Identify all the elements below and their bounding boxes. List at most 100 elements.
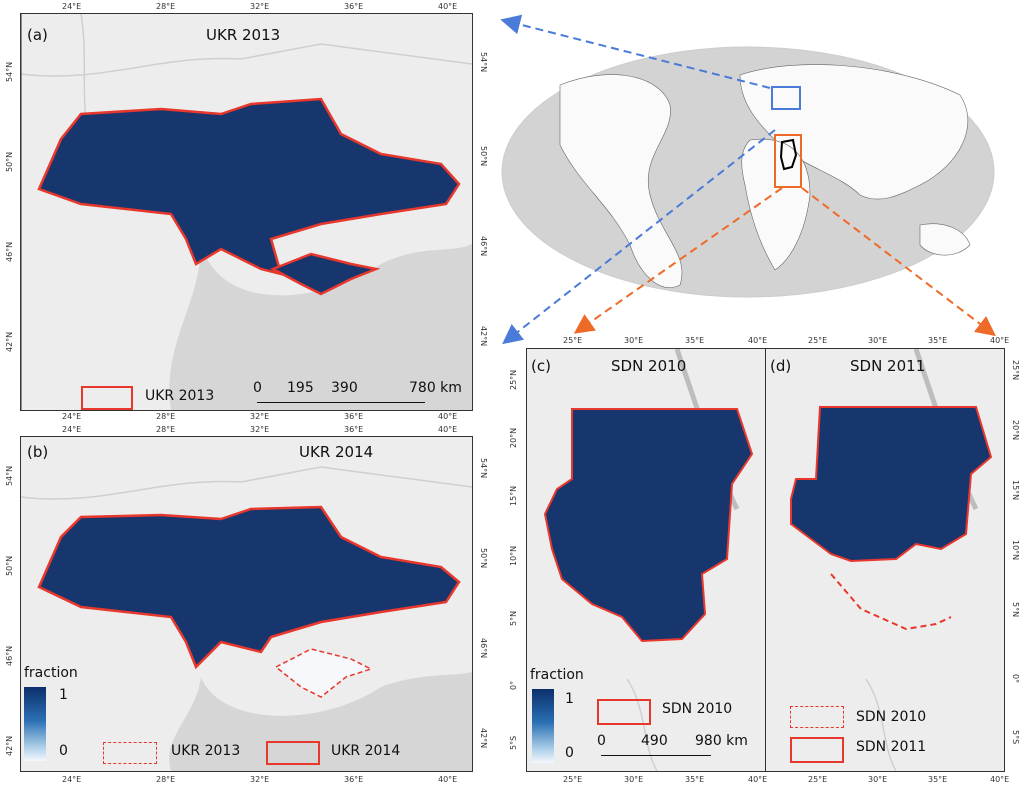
a-lat-42-right: 42°N — [479, 326, 488, 347]
legend-swatch-dashed-b — [103, 742, 157, 764]
b-lon-40-bottom: 40°E — [438, 775, 458, 784]
fraction-min-b: 0 — [59, 743, 68, 759]
d-lat-5s: 5°S — [1011, 730, 1020, 745]
a-lat-50: 50°N — [5, 151, 14, 172]
c-lat-25: 25°N — [509, 369, 518, 390]
colorbar-b — [24, 687, 46, 761]
scale-c-0: 0 — [597, 733, 606, 749]
b-lon-28: 28°E — [156, 425, 176, 434]
d-lat-0: 0° — [1011, 674, 1020, 684]
scale-0: 0 — [253, 380, 262, 396]
b-lon-32-bottom: 32°E — [250, 775, 270, 784]
b-lat-42: 42°N — [5, 735, 14, 756]
b-lat-46-right: 46°N — [479, 638, 488, 659]
a-lon-28: 28°E — [156, 2, 176, 11]
legend-swatch-sdn2010-c — [597, 699, 651, 725]
d-lon-25-bottom: 25°E — [808, 775, 828, 784]
d-lat-5: 5°N — [1011, 602, 1020, 618]
a-lat-54-right: 54°N — [479, 52, 488, 73]
a-lon-24: 24°E — [62, 2, 82, 11]
legend-swatch-ukr2013 — [81, 386, 133, 410]
c-lat-10: 10°N — [509, 545, 518, 566]
panel-d: (d) SDN 2011 SDN 2010 SDN 2011 — [765, 348, 1005, 772]
panel-b-label: (b) — [27, 443, 49, 461]
colorbar-c — [532, 689, 554, 763]
legend-sdn2010-d: SDN 2010 — [856, 709, 927, 725]
a-lon-36: 36°E — [344, 2, 364, 11]
panel-a-map — [21, 14, 472, 410]
c-lat-5s: 5°S — [509, 735, 518, 750]
legend-swatch-dashed-d — [790, 706, 844, 728]
a-lon-40-bottom: 40°E — [438, 412, 458, 421]
d-lon-30-bottom: 30°E — [868, 775, 888, 784]
ukraine-fill-b — [37, 505, 461, 670]
panel-c: (c) SDN 2010 fraction 1 0 SDN 2010 0 490… — [526, 348, 766, 772]
legend-swatch-solid-b — [266, 741, 320, 765]
c-lon-25: 25°E — [563, 336, 583, 345]
panel-d-label: (d) — [770, 357, 792, 375]
panel-b-title: UKR 2014 — [299, 443, 374, 461]
fraction-title-b: fraction — [24, 665, 78, 681]
c-lat-20: 20°N — [509, 427, 518, 448]
fraction-max-b: 1 — [59, 687, 68, 703]
scale-c-490: 490 — [641, 733, 668, 749]
crimea-fill — [270, 252, 381, 296]
d-lat-20: 20°N — [1011, 420, 1020, 441]
b-lat-54-right: 54°N — [479, 458, 488, 479]
b-lon-36-bottom: 36°E — [344, 775, 364, 784]
panel-c-map — [543, 349, 754, 771]
a-lat-46-right: 46°N — [479, 236, 488, 257]
scale-390: 390 — [331, 380, 358, 396]
a-lon-32-bottom: 32°E — [250, 412, 270, 421]
b-lon-24-bottom: 24°E — [62, 775, 82, 784]
b-lon-24: 24°E — [62, 425, 82, 434]
c-lon-30: 30°E — [624, 336, 644, 345]
legend-swatch-solid-d — [790, 737, 844, 763]
d-lat-25: 25°N — [1011, 360, 1020, 381]
scale-c-980: 980 km — [695, 733, 748, 749]
c-lon-30-bottom: 30°E — [624, 775, 644, 784]
b-lon-36: 36°E — [344, 425, 364, 434]
b-lat-42-right: 42°N — [479, 728, 488, 749]
panel-b-map — [21, 466, 472, 771]
fraction-max-c: 1 — [565, 691, 574, 707]
b-lat-46: 46°N — [5, 645, 14, 666]
legend-ukr2013-b: UKR 2013 — [171, 743, 241, 759]
panel-a: (a) UKR 2013 UKR 2013 0 195 390 780 km — [20, 13, 473, 411]
c-lat-5: 5°N — [509, 610, 518, 626]
legend-ukr2014-b: UKR 2014 — [331, 743, 401, 759]
panel-a-label: (a) — [27, 26, 48, 44]
world-map — [501, 46, 995, 298]
scale-bar-c — [601, 755, 711, 760]
c-lat-15: 15°N — [509, 485, 518, 506]
d-lon-25: 25°E — [808, 336, 828, 345]
b-lon-40: 40°E — [438, 425, 458, 434]
d-lon-40: 40°E — [990, 336, 1010, 345]
panel-c-title: SDN 2010 — [611, 357, 687, 375]
c-lon-35-bottom: 35°E — [685, 775, 705, 784]
b-lat-50-right: 50°N — [479, 548, 488, 569]
c-lon-35: 35°E — [685, 336, 705, 345]
panel-a-title: UKR 2013 — [206, 26, 281, 44]
scale-195: 195 — [287, 380, 314, 396]
fraction-min-c: 0 — [565, 745, 574, 761]
a-lon-28-bottom: 28°E — [156, 412, 176, 421]
b-lon-28-bottom: 28°E — [156, 775, 176, 784]
d-lon-35: 35°E — [928, 336, 948, 345]
d-lon-30: 30°E — [868, 336, 888, 345]
b-lat-50: 50°N — [5, 555, 14, 576]
panel-b: (b) UKR 2014 fraction 1 0 UKR 2013 UKR 2… — [20, 436, 473, 772]
ukraine-fill — [37, 97, 461, 276]
d-lon-35-bottom: 35°E — [928, 775, 948, 784]
c-lon-25-bottom: 25°E — [563, 775, 583, 784]
b-lat-54: 54°N — [5, 465, 14, 486]
a-lat-42: 42°N — [5, 331, 14, 352]
d-lat-10: 10°N — [1011, 540, 1020, 561]
d-lon-40-bottom: 40°E — [990, 775, 1010, 784]
c-lon-40: 40°E — [748, 336, 768, 345]
panel-d-title: SDN 2011 — [850, 357, 926, 375]
ukraine-box — [771, 86, 801, 110]
crimea-dashed-b — [274, 648, 373, 698]
a-lon-40: 40°E — [438, 2, 458, 11]
legend-sdn2011-d: SDN 2011 — [856, 739, 927, 755]
